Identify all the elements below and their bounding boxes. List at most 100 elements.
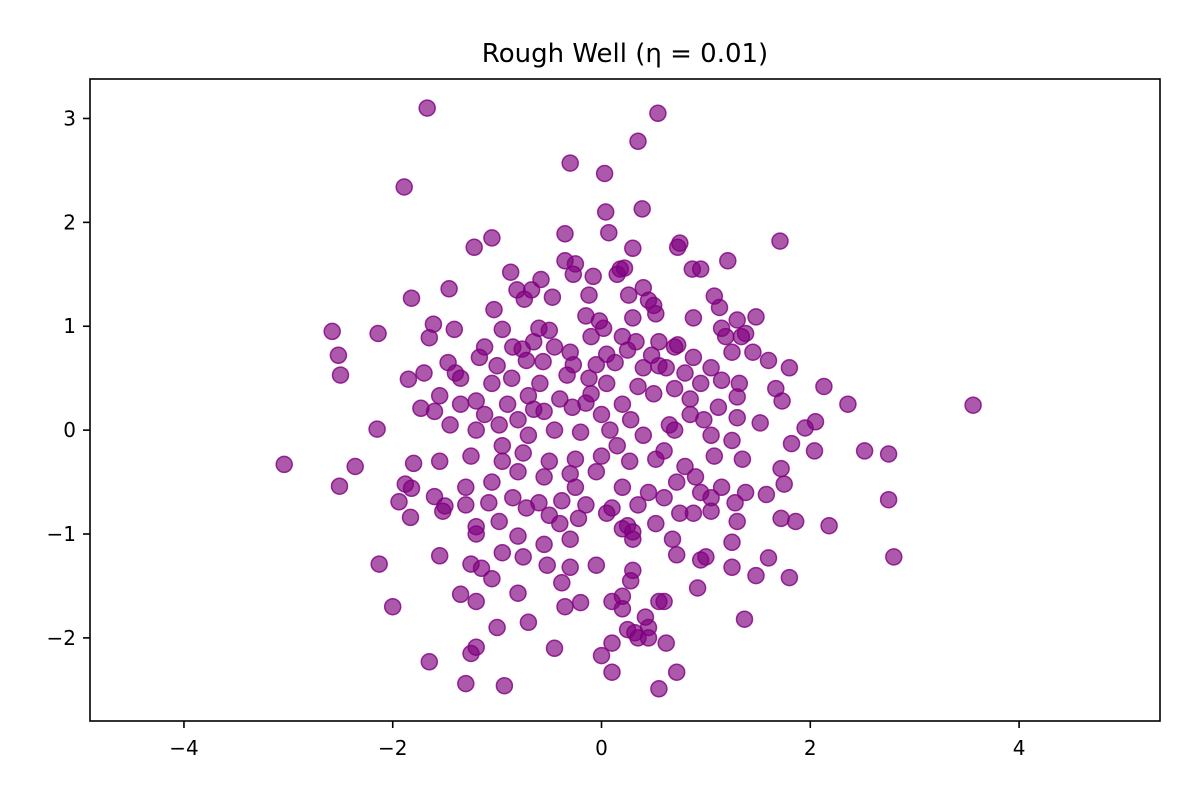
scatter-point	[712, 478, 731, 497]
scatter-point	[608, 436, 626, 455]
scatter-point	[441, 416, 459, 434]
scatter-point	[839, 395, 857, 413]
scatter-point	[723, 533, 741, 552]
scatter-point	[563, 398, 582, 417]
scatter-point	[705, 447, 724, 465]
scatter-point	[524, 400, 543, 419]
scatter-point	[451, 395, 470, 413]
scatter-point	[535, 535, 553, 554]
scatter-point	[418, 99, 436, 117]
scatter-point	[657, 359, 675, 377]
scatter-point	[519, 426, 538, 445]
scatter-point	[483, 374, 501, 393]
y-tick-label: −1	[47, 522, 76, 546]
scatter-point	[702, 426, 720, 445]
scatter-point	[624, 530, 642, 548]
scatter-point	[401, 508, 420, 527]
scatter-point	[445, 320, 464, 339]
scatter-point	[691, 483, 710, 502]
scatter-point	[430, 547, 449, 565]
scatter-point	[370, 555, 388, 573]
scatter-point	[483, 569, 501, 588]
scatter-point	[624, 309, 642, 327]
scatter-point	[514, 548, 532, 566]
scatter-point	[647, 305, 665, 323]
scatter-point	[667, 663, 686, 681]
scatter-point	[618, 341, 637, 359]
scatter-point	[430, 387, 449, 405]
scatter-point	[780, 568, 799, 587]
scatter-point	[716, 327, 735, 346]
scatter-point	[684, 309, 703, 327]
scatter-point	[603, 634, 621, 652]
x-axis-ticks: −4 −2 0 2 4	[169, 721, 1025, 760]
scatter-point	[728, 408, 746, 427]
scatter-point	[582, 327, 600, 346]
x-tick-label: 4	[1013, 736, 1026, 760]
scatter-point	[681, 405, 699, 424]
x-tick-label: 0	[595, 736, 608, 760]
scatter-point	[517, 499, 536, 517]
scatter-point	[667, 546, 686, 564]
scatter-point	[330, 477, 349, 495]
scatter-point	[566, 450, 585, 468]
scatter-point	[467, 525, 485, 543]
scatter-point	[331, 366, 350, 384]
scatter-point	[540, 452, 559, 471]
scatter-point	[691, 374, 710, 393]
scatter-point	[855, 442, 874, 460]
scatter-point	[815, 377, 833, 396]
scatter-point	[383, 597, 402, 616]
scatter-point	[726, 494, 744, 512]
scatter-point	[619, 286, 638, 304]
scatter-point	[519, 613, 538, 632]
scatter-point	[688, 579, 707, 597]
scatter-point	[668, 238, 687, 257]
scatter-point	[493, 436, 512, 455]
scatter-point	[561, 558, 579, 577]
scatter-point	[540, 321, 559, 340]
scatter-point	[634, 359, 653, 377]
scatter-point	[498, 395, 517, 413]
scatter-point	[601, 421, 619, 439]
scatter-point	[509, 462, 527, 481]
scatter-point	[820, 516, 838, 535]
scatter-point	[747, 566, 765, 585]
scatter-point	[402, 289, 421, 307]
scatter-point	[543, 288, 562, 306]
scatter-point	[595, 164, 614, 183]
scatter-point	[483, 229, 501, 247]
scatter-point	[472, 559, 491, 578]
scatter-point	[613, 600, 632, 618]
scatter-point	[709, 398, 728, 417]
y-tick-label: −2	[47, 626, 76, 650]
scatter-point	[759, 549, 778, 567]
scatter-point	[723, 343, 741, 361]
scatter-point	[524, 333, 543, 351]
scatter-point	[451, 369, 470, 387]
scatter-point	[564, 265, 583, 284]
scatter-point	[786, 512, 805, 531]
scatter-point	[671, 504, 689, 522]
scatter-point	[485, 300, 503, 319]
scatter-point	[517, 351, 536, 370]
y-axis-ticks: −2 −1 0 1 2 3	[47, 106, 90, 650]
scatter-point	[665, 421, 684, 439]
scatter-point	[633, 200, 651, 218]
scatter-point	[551, 390, 569, 408]
scatter-point	[655, 442, 673, 460]
scatter-point	[571, 593, 590, 612]
scatter-point	[719, 252, 737, 270]
scatter-point	[480, 494, 498, 512]
scatter-point	[624, 239, 642, 258]
y-tick-label: 1	[63, 314, 76, 338]
scatter-point	[710, 298, 729, 317]
scatter-point	[639, 483, 658, 502]
scatter-point	[553, 574, 571, 592]
scatter-point	[467, 421, 485, 439]
chart-title: Rough Well (η = 0.01)	[482, 39, 768, 69]
scatter-point	[657, 634, 675, 652]
scatter-point	[467, 592, 485, 611]
scatter-point	[502, 369, 521, 387]
scatter-point	[644, 385, 663, 403]
